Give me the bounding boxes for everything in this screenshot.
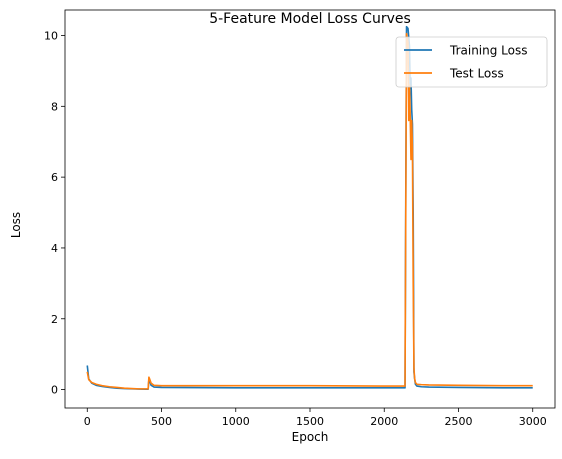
x-tick-label: 500 — [151, 415, 172, 428]
series-lines — [86, 25, 533, 391]
y-tick-label: 2 — [51, 313, 58, 326]
legend: Training Loss Test Loss — [395, 36, 548, 88]
y-axis-label: Loss — [9, 212, 23, 238]
series-line-test-loss — [86, 32, 533, 390]
x-axis-label: Epoch — [292, 430, 329, 444]
x-tick-label: 1000 — [222, 415, 250, 428]
x-tick-label: 0 — [84, 415, 91, 428]
x-tick-label: 3000 — [519, 415, 547, 428]
x-tick-label: 2000 — [370, 415, 398, 428]
legend-label-test: Test Loss — [449, 67, 504, 81]
y-tick-label: 4 — [51, 242, 58, 255]
y-tick-label: 6 — [51, 171, 58, 184]
y-tick-label: 10 — [44, 29, 58, 42]
chart-title: 5-Feature Model Loss Curves — [209, 11, 411, 27]
x-tick-label: 1500 — [296, 415, 324, 428]
y-axis-ticks: 0 2 4 6 8 10 — [44, 29, 65, 397]
legend-label-training: Training Loss — [449, 44, 527, 58]
legend-box — [395, 36, 548, 88]
x-axis-ticks: 0 500 1000 1500 2000 2500 3000 — [84, 408, 547, 428]
x-tick-label: 2500 — [444, 415, 472, 428]
y-tick-label: 8 — [51, 100, 58, 113]
y-tick-label: 0 — [51, 384, 58, 397]
